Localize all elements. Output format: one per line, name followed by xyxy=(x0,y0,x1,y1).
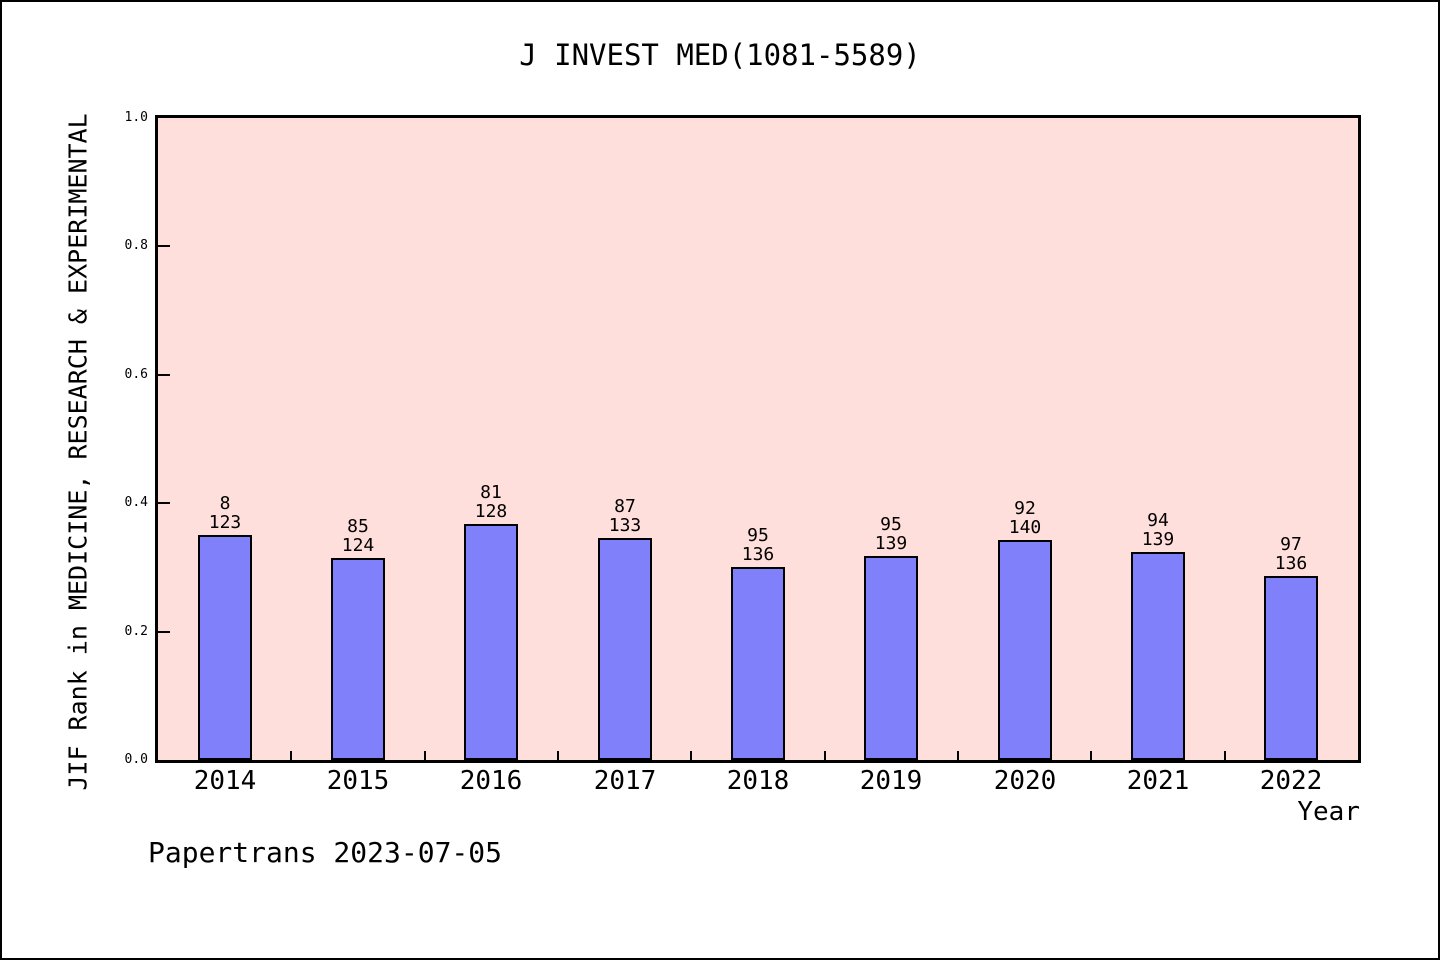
y-tick-label-1.0: 1.0 xyxy=(124,110,148,125)
x-axis-minor-tick xyxy=(557,751,559,760)
bar-2018 xyxy=(731,567,785,760)
bar-value-label-2017: 87 133 xyxy=(608,496,642,536)
x-axis-minor-tick xyxy=(424,751,426,760)
bar-value-label-2022: 97 136 xyxy=(1274,534,1308,574)
x-axis-minor-tick xyxy=(957,751,959,760)
y-axis-tick xyxy=(158,374,170,376)
bar-2022 xyxy=(1264,576,1318,760)
x-tick-label-2019: 2019 xyxy=(859,766,923,796)
bar-2014 xyxy=(198,535,252,760)
y-tick-label-0.8: 0.8 xyxy=(124,238,148,253)
x-tick-label-2018: 2018 xyxy=(726,766,790,796)
bar-2017 xyxy=(598,538,652,760)
bar-value-label-2021: 94 139 xyxy=(1141,510,1175,550)
bar-2016 xyxy=(464,524,518,760)
y-tick-label-0.6: 0.6 xyxy=(124,367,148,382)
bar-2019 xyxy=(864,556,918,760)
x-tick-label-2016: 2016 xyxy=(459,766,523,796)
bar-value-label-2018: 95 136 xyxy=(741,525,775,565)
plot-area: 8 123 85 124 81 128 87 133 95 136 95 139 92 14… xyxy=(155,115,1361,763)
bar-value-label-2016: 81 128 xyxy=(474,482,508,522)
bar-2021 xyxy=(1131,552,1185,760)
x-tick-label-2015: 2015 xyxy=(326,766,390,796)
bar-value-label-2020: 92 140 xyxy=(1008,498,1042,538)
x-axis-minor-tick xyxy=(290,751,292,760)
bar-value-label-2015: 85 124 xyxy=(341,516,375,556)
bar-value-label-2019: 95 139 xyxy=(874,514,908,554)
bar-value-label-2014: 8 123 xyxy=(208,493,242,533)
y-axis-tick xyxy=(158,245,170,247)
x-tick-label-2021: 2021 xyxy=(1126,766,1190,796)
x-tick-label-2017: 2017 xyxy=(593,766,657,796)
bar-2020 xyxy=(998,540,1052,760)
x-axis-label: Year xyxy=(1297,797,1360,827)
y-axis-tick xyxy=(158,502,170,504)
y-tick-label-0.0: 0.0 xyxy=(124,752,148,767)
chart-title: J INVEST MED(1081-5589) xyxy=(519,38,921,72)
bar-2015 xyxy=(331,558,385,760)
x-axis-minor-tick xyxy=(690,751,692,760)
y-tick-label-0.4: 0.4 xyxy=(124,495,148,510)
x-tick-label-2022: 2022 xyxy=(1259,766,1323,796)
y-axis-tick xyxy=(158,631,170,633)
x-axis-minor-tick xyxy=(1224,751,1226,760)
x-tick-label-2020: 2020 xyxy=(993,766,1057,796)
x-axis-minor-tick xyxy=(824,751,826,760)
x-axis-minor-tick xyxy=(1090,751,1092,760)
x-tick-label-2014: 2014 xyxy=(193,766,257,796)
y-tick-label-0.2: 0.2 xyxy=(124,624,148,639)
footer-watermark: Papertrans 2023-07-05 xyxy=(148,836,503,869)
y-axis-label: JIF Rank in MEDICINE, RESEARCH & EXPERIM… xyxy=(63,113,93,791)
